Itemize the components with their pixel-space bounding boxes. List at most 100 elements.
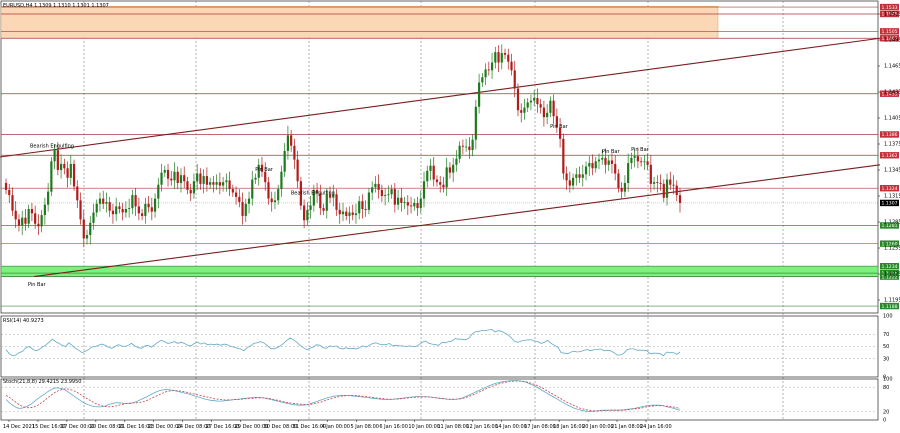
candle-body	[179, 175, 183, 183]
candle-body	[338, 209, 341, 215]
candle-body	[497, 52, 500, 63]
candle-body	[234, 192, 238, 197]
x-tick-label: 4 Jan 00:00	[322, 424, 350, 430]
candle-body	[471, 139, 474, 151]
pattern-annotation: Pin Bar	[602, 149, 621, 155]
price-label-box	[880, 222, 899, 229]
candle-body	[76, 186, 79, 201]
stoch-main-line	[5, 380, 681, 412]
candle-body	[134, 195, 137, 207]
candle-body	[257, 164, 260, 178]
price-label-box	[880, 10, 899, 18]
candle-body	[244, 203, 247, 216]
candle-body	[523, 107, 526, 113]
candle-body	[293, 145, 296, 160]
price-label: 1.1234	[882, 264, 898, 270]
price-label: 1.1533	[882, 5, 898, 11]
rsi-tick-label: 50	[883, 344, 889, 350]
candle-body	[215, 182, 218, 185]
y-tick-label: 1.1495	[884, 38, 900, 44]
channel-upper-line	[0, 37, 881, 158]
candle-body	[604, 157, 607, 165]
price-label: 1.1497	[882, 36, 898, 42]
candle-body	[270, 198, 273, 203]
candle-body	[533, 98, 536, 101]
price-label: 1.1222	[882, 274, 898, 280]
candle-body	[636, 156, 639, 162]
x-tick-label: 27 Dec 16:00	[206, 424, 240, 430]
candle-body	[442, 184, 445, 188]
candle-body	[238, 196, 241, 203]
price-label-box	[880, 185, 899, 192]
candle-body	[63, 163, 66, 169]
stoch-tick-label: 20	[883, 410, 889, 416]
x-tick-label: 31 Dec 16:00	[293, 424, 327, 430]
candle-body	[465, 146, 468, 148]
candle-body	[678, 195, 682, 203]
candle-body	[102, 198, 105, 204]
candle-body	[361, 201, 364, 209]
candle-body	[319, 193, 322, 209]
price-label-box	[880, 263, 899, 270]
pattern-annotation: Pin Bar	[28, 282, 47, 288]
candle-body	[254, 177, 257, 180]
candle-body	[166, 170, 170, 179]
candle-body	[562, 138, 565, 174]
candle-body	[390, 189, 393, 195]
candle-body	[115, 206, 118, 215]
candle-body	[14, 210, 17, 220]
candle-body	[186, 181, 189, 190]
candle-body	[315, 189, 319, 194]
rsi-panel: 100 70 50 30 0	[0, 314, 893, 381]
candle-body	[121, 209, 124, 213]
y-tick-label: 1.1225	[884, 272, 900, 278]
candle-body	[455, 158, 458, 165]
candle-body	[111, 210, 115, 215]
price-label: 1.1505	[882, 29, 898, 35]
candle-body	[163, 170, 166, 173]
candle-body	[196, 173, 199, 182]
candle-body	[4, 183, 8, 190]
candle-body	[555, 116, 558, 128]
candle-body	[559, 127, 562, 139]
y-tick-label: 1.1285	[884, 220, 900, 226]
x-tick-label: 23 Dec 00:00	[148, 424, 182, 430]
candle-body	[264, 171, 267, 183]
candle-body	[597, 159, 601, 162]
candle-body	[377, 183, 380, 190]
candle-body	[484, 69, 487, 78]
stoch-tick-label: 100	[883, 377, 893, 383]
price-label: 1.1260	[882, 241, 898, 247]
candle-body	[328, 194, 332, 198]
candle-body	[40, 215, 43, 227]
candle-body	[267, 182, 270, 199]
candle-body	[503, 53, 507, 55]
candle-body	[30, 209, 34, 214]
pattern-annotation: Pin Bar	[255, 167, 274, 173]
candle-body	[568, 180, 571, 186]
candle-body	[627, 163, 630, 183]
rsi-tick-label: 0	[883, 375, 886, 381]
x-tick-label: 24 Dec 08:00	[177, 424, 211, 430]
candle-body	[43, 204, 46, 216]
x-tick-label: 10 Jan 00:00	[408, 424, 440, 430]
price-label-box	[880, 199, 899, 207]
candle-body	[448, 167, 452, 173]
candle-body	[222, 182, 225, 186]
candle-body	[393, 189, 396, 205]
support-zone	[0, 265, 879, 277]
candle-body	[53, 150, 56, 162]
x-tick-label: 15 Dec 16:00	[32, 424, 66, 430]
candle-body	[490, 62, 494, 71]
x-tick-label: 5 Jan 08:00	[350, 424, 378, 430]
candle-body	[513, 70, 516, 89]
candle-body	[416, 202, 419, 209]
candle-body	[675, 185, 678, 196]
rsi-tick-label: 30	[883, 356, 889, 362]
candle-body	[105, 202, 108, 204]
price-label-box	[880, 240, 899, 247]
candle-body	[669, 179, 672, 185]
candle-body	[487, 69, 490, 71]
stoch-tick-label: 80	[883, 385, 889, 391]
candle-body	[309, 205, 312, 210]
